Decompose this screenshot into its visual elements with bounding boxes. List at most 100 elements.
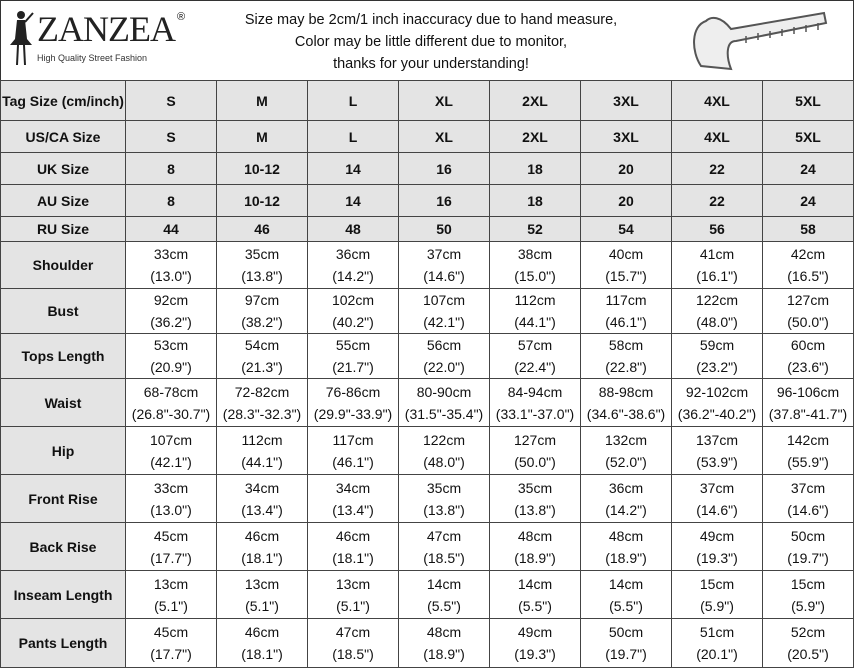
row-label: Inseam Length [0, 570, 126, 619]
cm-value: 14cm [426, 575, 462, 592]
measurement-cell: 54cm (21.3") [216, 333, 308, 379]
cm-value: 37cm [699, 479, 735, 496]
measurement-cell: 96-106cm (37.8"-41.7") [762, 378, 854, 427]
measurement-cell: 34cm (13.4") [307, 474, 399, 523]
cm-value: 13cm [153, 575, 189, 592]
row-label: Front Rise [0, 474, 126, 523]
measurement-cell: 50cm (19.7") [580, 618, 672, 668]
size-cell: 14 [307, 152, 399, 185]
inch-value: (14.2") [332, 268, 374, 284]
chart-header: ZANZEA ® High Quality Street Fashion Siz… [0, 0, 854, 80]
measurement-cell: 48cm (18.9") [489, 522, 581, 571]
cm-value: 51cm [699, 624, 735, 640]
inch-value: (17.7") [150, 549, 192, 566]
measurement-cell: 53cm (20.9") [125, 333, 217, 379]
size-cell: 4XL [671, 120, 763, 153]
row-label: Back Rise [0, 522, 126, 571]
measurement-row: Bust 92cm (36.2") 97cm (38.2") 102cm (40.2") 10… [0, 288, 854, 334]
measurement-cell: 88-98cm (34.6"-38.6") [580, 378, 672, 427]
inch-value: (40.2") [332, 314, 374, 330]
measurement-cell: 13cm (5.1") [307, 570, 399, 619]
size-cell: 16 [398, 152, 490, 185]
measurement-cell: 76-86cm (29.9"-33.9") [307, 378, 399, 427]
size-cell: 5XL [762, 120, 854, 153]
inch-value: (22.8") [605, 359, 647, 375]
size-cell: S [125, 80, 217, 121]
inch-value: (13.8") [423, 501, 465, 518]
inch-value: (5.9") [791, 597, 825, 614]
inch-value: (19.7") [787, 549, 829, 566]
cm-value: 35cm [244, 246, 280, 262]
measurement-cell: 33cm (13.0") [125, 241, 217, 289]
cm-value: 55cm [335, 337, 371, 353]
measurement-cell: 117cm (46.1") [307, 426, 399, 475]
inch-value: (16.1") [696, 268, 738, 284]
size-cell: 24 [762, 184, 854, 217]
measurement-cell: 35cm (13.8") [216, 241, 308, 289]
size-cell: 46 [216, 216, 308, 242]
inch-value: (36.2"-40.2") [677, 405, 757, 422]
cm-value: 33cm [153, 246, 189, 262]
cm-value: 45cm [153, 624, 189, 640]
cm-value: 37cm [426, 246, 462, 262]
measurement-cell: 51cm (20.1") [671, 618, 763, 668]
inch-value: (5.5") [518, 597, 552, 614]
size-cell: 52 [489, 216, 581, 242]
inch-value: (23.2") [696, 359, 738, 375]
measurement-cell: 36cm (14.2") [580, 474, 672, 523]
cm-value: 35cm [426, 479, 462, 496]
cm-value: 122cm [695, 292, 739, 308]
brand-name: ZANZEA [37, 9, 176, 49]
inch-value: (13.8") [241, 268, 283, 284]
size-cell: 44 [125, 216, 217, 242]
inch-value: (21.7") [332, 359, 374, 375]
row-label: Pants Length [0, 618, 126, 668]
cm-value: 96-106cm [776, 383, 840, 400]
size-row: US/CA Size S M L XL 2XL 3XL 4XL 5XL [0, 120, 854, 153]
inch-value: (15.0") [514, 268, 556, 284]
inch-value: (50.0") [787, 314, 829, 330]
inch-value: (53.9") [696, 453, 738, 470]
size-cell: 5XL [762, 80, 854, 121]
cm-value: 59cm [699, 337, 735, 353]
cm-value: 54cm [244, 337, 280, 353]
measurement-cell: 57cm (22.4") [489, 333, 581, 379]
measurement-cell: 46cm (18.1") [307, 522, 399, 571]
size-cell: 20 [580, 152, 672, 185]
row-label: US/CA Size [0, 120, 126, 153]
inch-value: (44.1") [514, 314, 556, 330]
measurement-cell: 50cm (19.7") [762, 522, 854, 571]
cm-value: 36cm [335, 246, 371, 262]
measurement-cell: 37cm (14.6") [762, 474, 854, 523]
inch-value: (31.5"-35.4") [404, 405, 484, 422]
inch-value: (5.5") [427, 597, 461, 614]
inch-value: (28.3"-32.3") [222, 405, 302, 422]
measurement-cell: 14cm (5.5") [398, 570, 490, 619]
measurement-row: Tops Length 53cm (20.9") 54cm (21.3") 55cm (21… [0, 333, 854, 379]
inch-value: (19.3") [514, 646, 556, 662]
registered-mark: ® [176, 11, 186, 23]
inch-value: (19.7") [605, 646, 647, 662]
cm-value: 122cm [422, 431, 466, 448]
inch-value: (18.1") [332, 549, 374, 566]
measurement-cell: 40cm (15.7") [580, 241, 672, 289]
row-label: Tag Size (cm/inch) [0, 80, 126, 121]
cm-value: 117cm [332, 431, 374, 448]
notice-line: thanks for your understanding! [333, 56, 529, 72]
measurement-cell: 47cm (18.5") [398, 522, 490, 571]
inch-value: (18.1") [241, 549, 283, 566]
cm-value: 92-102cm [685, 383, 749, 400]
cm-value: 13cm [335, 575, 371, 592]
measurement-cell: 35cm (13.8") [398, 474, 490, 523]
brand-name-row: ZANZEA ® [37, 9, 185, 49]
measurement-row: Back Rise 45cm (17.7") 46cm (18.1") 46cm (18.1… [0, 522, 854, 571]
notice-line: Size may be 2cm/1 inch inaccuracy due to… [244, 12, 618, 28]
inch-value: (23.6") [787, 359, 829, 375]
size-cell: XL [398, 120, 490, 153]
cm-value: 47cm [426, 527, 462, 544]
cm-value: 15cm [790, 575, 826, 592]
inch-value: (46.1") [605, 314, 647, 330]
cm-value: 46cm [335, 527, 371, 544]
size-row: RU Size 44 46 48 50 52 54 56 58 [0, 216, 854, 242]
measurement-cell: 47cm (18.5") [307, 618, 399, 668]
